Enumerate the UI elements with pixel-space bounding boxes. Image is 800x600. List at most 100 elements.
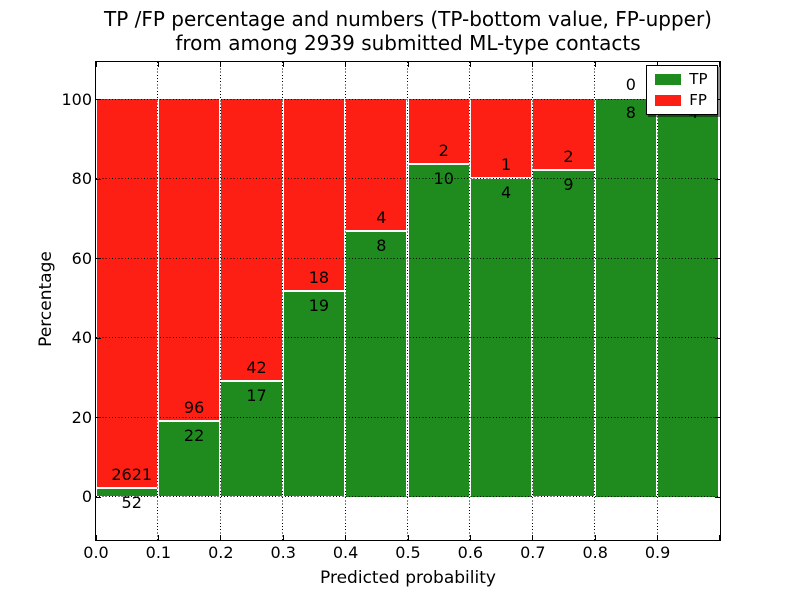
tp-count-label: 4 <box>501 182 512 202</box>
tp-count-label: 22 <box>183 426 205 446</box>
y-tick-label: 0 <box>81 487 92 506</box>
tp-count-label: 10 <box>433 169 454 189</box>
x-tick-label: 0.8 <box>582 543 608 562</box>
gridline-horizontal <box>95 496 720 497</box>
bar-segment-tp <box>95 488 158 497</box>
x-tick-mark <box>282 534 284 540</box>
x-tick-mark <box>345 534 347 540</box>
legend-swatch-tp-icon <box>655 73 682 85</box>
x-tick-mark <box>220 534 222 540</box>
bar-segment-tp <box>532 171 595 497</box>
bar-segment-fp <box>157 99 221 423</box>
x-tick-label: 0.3 <box>270 543 296 562</box>
x-tick-mark <box>718 61 720 67</box>
x-axis-label: Predicted probability <box>320 568 496 588</box>
bar-segment-fp <box>532 99 595 172</box>
x-tick-label: 0.1 <box>145 543 172 562</box>
tp-count-label: 52 <box>121 492 142 512</box>
tp-count-label: 8 <box>625 103 636 122</box>
bar-segment-tp <box>345 231 408 497</box>
bar-segment-fp <box>220 99 283 382</box>
fp-count-label: 0 <box>625 75 636 94</box>
bar-segment-tp <box>594 99 658 497</box>
fp-count-label: 2621 <box>111 464 153 484</box>
x-tick-label: 0.6 <box>457 543 484 562</box>
x-tick-label: 0.4 <box>332 543 359 562</box>
fp-count-label: 1 <box>501 154 512 174</box>
bar-segment-tp <box>407 165 470 497</box>
x-tick-mark <box>532 534 534 540</box>
y-tick-mark <box>714 417 720 418</box>
chart-title-line1: TP /FP percentage and numbers (TP-bottom… <box>104 7 712 31</box>
gridline-vertical <box>282 61 284 540</box>
x-tick-mark <box>469 534 471 540</box>
y-tick-label: 60 <box>71 248 92 268</box>
x-tick-mark <box>657 61 659 67</box>
x-tick-mark <box>469 61 471 67</box>
fp-count-label: 4 <box>376 207 387 227</box>
fp-count-label: 2 <box>563 147 574 167</box>
gridline-horizontal <box>95 257 720 259</box>
gridline-horizontal <box>95 337 720 338</box>
bar-segment-tp <box>282 292 346 497</box>
legend: TP FP <box>646 64 718 115</box>
x-tick-label: 0.7 <box>520 543 546 562</box>
y-tick-mark <box>714 258 720 259</box>
x-tick-mark <box>282 61 284 67</box>
chart-title: TP /FP percentage and numbers (TP-bottom… <box>96 7 720 55</box>
tp-count-label: 19 <box>308 296 330 316</box>
x-tick-mark <box>95 61 97 67</box>
gridline-vertical <box>219 61 221 540</box>
tp-count-label: 17 <box>246 385 267 405</box>
legend-label-fp: FP <box>689 90 707 109</box>
legend-item-fp: FP <box>655 90 707 109</box>
x-tick-mark <box>532 61 534 67</box>
legend-item-tp: TP <box>655 71 708 87</box>
y-tick-mark <box>95 178 101 180</box>
chart-title-line2: from among 2939 submitted ML-type contac… <box>175 31 641 55</box>
gridline-vertical <box>531 61 533 540</box>
fp-count-label: 96 <box>183 398 205 418</box>
legend-swatch-fp-icon <box>655 94 682 106</box>
x-tick-label: 0.9 <box>644 543 671 562</box>
y-tick-label: 40 <box>71 328 92 347</box>
gridline-vertical <box>469 61 471 540</box>
x-tick-mark <box>345 61 347 67</box>
y-tick-mark <box>714 337 720 339</box>
x-tick-mark <box>220 61 222 67</box>
y-tick-label: 100 <box>61 89 92 109</box>
y-tick-mark <box>95 417 101 418</box>
tp-count-label: 9 <box>563 175 574 195</box>
gridline-vertical <box>344 61 346 540</box>
y-tick-mark <box>714 178 720 180</box>
x-tick-mark <box>594 61 596 67</box>
y-tick-mark <box>95 99 101 100</box>
x-tick-mark <box>594 534 596 540</box>
x-tick-mark <box>657 534 659 540</box>
x-tick-mark <box>407 534 409 540</box>
gridline-vertical <box>594 61 596 540</box>
y-tick-label: 80 <box>71 169 92 188</box>
bar-segment-tp <box>220 381 283 497</box>
x-tick-label: 0.2 <box>208 543 234 562</box>
gridline-horizontal <box>95 178 720 179</box>
x-tick-mark <box>407 61 409 67</box>
gridline-vertical <box>157 61 159 540</box>
bar-segment-fp <box>95 99 158 489</box>
x-tick-mark <box>718 534 720 540</box>
bar-segment-tp <box>157 422 221 497</box>
gridline-horizontal <box>95 416 720 418</box>
fp-count-label: 2 <box>438 141 449 161</box>
y-tick-label: 20 <box>71 407 92 427</box>
x-tick-mark <box>95 534 97 540</box>
y-tick-mark <box>95 337 101 339</box>
gridline-horizontal <box>95 98 720 100</box>
x-tick-mark <box>157 534 159 540</box>
tp-count-label: 8 <box>376 235 387 255</box>
fp-count-label: 42 <box>246 357 267 377</box>
bar-segment-tp <box>657 99 720 497</box>
x-tick-label: 0.5 <box>395 543 421 562</box>
y-tick-mark <box>714 496 720 498</box>
bar-segment-fp <box>469 99 533 179</box>
